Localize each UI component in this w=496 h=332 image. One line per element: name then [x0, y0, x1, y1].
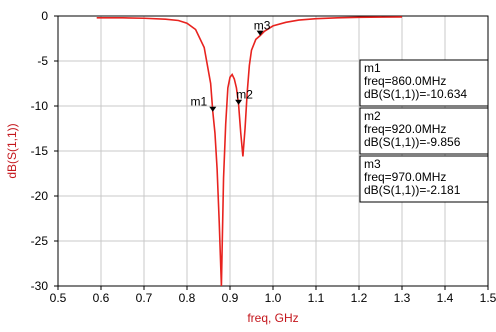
m3-readout-box	[359, 155, 489, 203]
marker-readouts: m1freq=860.0MHzdB(S(1,1))=-10.634m2freq=…	[359, 59, 489, 203]
m2-point	[235, 99, 243, 105]
m3-readout-line: freq=970.0MHz	[364, 170, 446, 184]
m2-readout-line: freq=920.0MHz	[364, 122, 446, 136]
m2-label: m2	[236, 88, 253, 102]
m3-readout-line: dB(S(1,1))=-2.181	[364, 183, 461, 197]
x-tick-label: 0.9	[222, 291, 239, 305]
y-tick-label: -30	[31, 279, 49, 293]
m2-readout-line: m2	[364, 109, 381, 123]
y-tick-label: -10	[31, 99, 49, 113]
x-tick-label: 1.2	[351, 291, 368, 305]
m1-point	[209, 106, 217, 112]
m1-readout-line: dB(S(1,1))=-10.634	[364, 87, 467, 101]
x-axis-title: freq, GHz	[247, 311, 298, 325]
m3-readout-line: m3	[364, 157, 381, 171]
x-tick-label: 0.6	[93, 291, 110, 305]
y-tick-label: -25	[31, 234, 49, 248]
m3-label: m3	[254, 19, 271, 33]
m2-readout-box	[359, 107, 489, 155]
x-tick-label: 0.7	[136, 291, 153, 305]
m1-readout-box	[359, 59, 489, 107]
x-tick-label: 1.4	[437, 291, 454, 305]
y-tick-label: -5	[37, 54, 48, 68]
m1-readout-line: m1	[364, 61, 381, 75]
x-axis-ticks: 0.5 0.6 0.7 0.8 0.9 1.0 1.1 1.2 1.3 1.4 1.5	[50, 286, 496, 305]
y-tick-label: -20	[31, 189, 49, 203]
marker-points: m1 m2 m3	[190, 19, 271, 112]
x-tick-label: 1.1	[308, 291, 325, 305]
x-tick-label: 1.0	[265, 291, 282, 305]
y-tick-label: 0	[41, 9, 48, 23]
x-tick-label: 0.5	[50, 291, 67, 305]
m1-label: m1	[190, 95, 207, 109]
x-tick-label: 0.8	[179, 291, 196, 305]
s11-curve	[96, 16, 403, 287]
x-tick-label: 1.3	[394, 291, 411, 305]
y-tick-label: -15	[31, 144, 49, 158]
y-axis-ticks: 0 -5 -10 -15 -20 -25 -30	[31, 9, 58, 293]
y-axis-title: dB(S(1,1))	[5, 123, 19, 178]
m3-point	[256, 30, 264, 36]
m2-readout-line: dB(S(1,1))=-9.856	[364, 135, 461, 149]
x-tick-label: 1.5	[480, 291, 496, 305]
m1-readout-line: freq=860.0MHz	[364, 74, 446, 88]
